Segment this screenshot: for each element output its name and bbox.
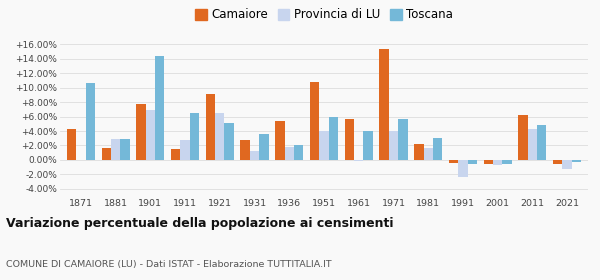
Bar [294, 145, 304, 160]
Bar [449, 160, 458, 163]
Bar [155, 56, 164, 160]
Bar [86, 83, 95, 160]
Bar [562, 160, 572, 169]
Bar [120, 139, 130, 160]
Bar [389, 131, 398, 160]
Text: COMUNE DI CAMAIORE (LU) - Dati ISTAT - Elaborazione TUTTITALIA.IT: COMUNE DI CAMAIORE (LU) - Dati ISTAT - E… [6, 260, 332, 269]
Bar [250, 151, 259, 160]
Bar [241, 140, 250, 160]
Bar [146, 110, 155, 160]
Bar [275, 121, 284, 160]
Bar [171, 149, 181, 160]
Bar [414, 144, 424, 160]
Bar [111, 139, 120, 160]
Bar [190, 113, 199, 160]
Bar [398, 120, 407, 160]
Bar [518, 115, 528, 160]
Bar [284, 147, 294, 160]
Bar [344, 120, 354, 160]
Bar [467, 160, 477, 164]
Bar [215, 113, 224, 160]
Bar [433, 138, 442, 160]
Bar [572, 160, 581, 162]
Legend: Camaiore, Provincia di LU, Toscana: Camaiore, Provincia di LU, Toscana [193, 6, 455, 24]
Bar [493, 160, 502, 165]
Bar [458, 160, 467, 176]
Bar [484, 160, 493, 164]
Bar [537, 125, 547, 160]
Bar [319, 131, 329, 160]
Bar [364, 131, 373, 160]
Bar [224, 123, 234, 160]
Bar [354, 160, 364, 161]
Bar [502, 160, 512, 164]
Bar [528, 129, 537, 160]
Bar [379, 50, 389, 160]
Text: Variazione percentuale della popolazione ai censimenti: Variazione percentuale della popolazione… [6, 217, 394, 230]
Bar [67, 129, 76, 160]
Bar [310, 82, 319, 160]
Bar [101, 148, 111, 160]
Bar [259, 134, 269, 160]
Bar [329, 116, 338, 160]
Bar [136, 104, 146, 160]
Bar [424, 148, 433, 160]
Bar [206, 94, 215, 160]
Bar [181, 140, 190, 160]
Bar [553, 160, 562, 164]
